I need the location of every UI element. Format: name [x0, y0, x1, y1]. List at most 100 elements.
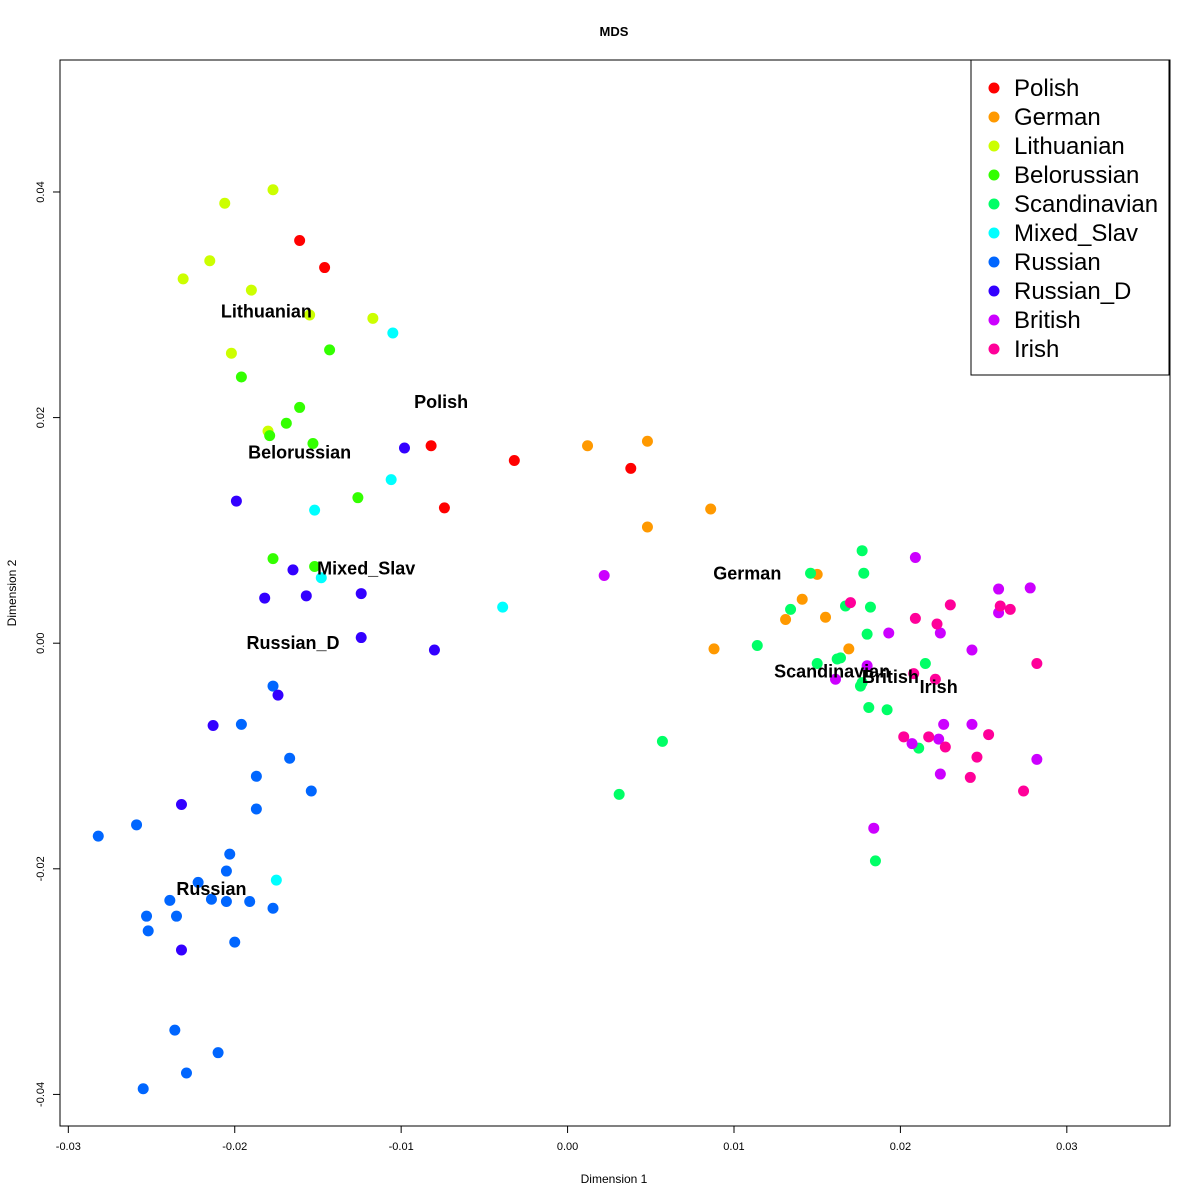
point-german: [843, 643, 855, 655]
legend-marker: [988, 198, 1000, 210]
point-russian-d: [398, 442, 410, 454]
x-tick-label: -0.01: [389, 1141, 414, 1153]
point-irish: [1004, 603, 1016, 615]
point-german: [641, 521, 653, 533]
point-irish: [929, 673, 941, 685]
point-irish: [844, 597, 856, 609]
point-german: [780, 614, 792, 626]
point-mixed-slav: [385, 474, 397, 486]
group-label-scandinavian: Scandinavian: [774, 661, 890, 681]
legend-entry-lithuanian: Lithuanian: [1014, 133, 1125, 160]
point-british: [993, 583, 1005, 595]
x-tick-label: -0.03: [56, 1141, 81, 1153]
point-irish: [1018, 785, 1030, 797]
point-lithuanian: [204, 255, 216, 267]
point-polish: [425, 440, 437, 452]
legend-marker: [988, 111, 1000, 123]
point-mixed-slav: [309, 504, 321, 516]
legend-marker: [988, 227, 1000, 239]
point-russian: [235, 718, 247, 730]
legend-entry-mixed-slav: Mixed_Slav: [1014, 220, 1138, 247]
legend-marker: [988, 82, 1000, 94]
point-russian-d: [175, 799, 187, 811]
point-german: [705, 503, 717, 515]
point-british: [934, 768, 946, 780]
point-british: [1031, 753, 1043, 765]
point-mixed-slav: [387, 327, 399, 339]
point-russian: [229, 936, 241, 948]
point-russian: [141, 910, 153, 922]
point-scandinavian: [856, 677, 868, 689]
point-scandinavian: [811, 658, 823, 670]
point-lithuanian: [219, 197, 231, 209]
data-points: [92, 184, 1043, 1095]
x-axis-label: Dimension 1: [581, 1172, 648, 1186]
point-mixed-slav: [270, 874, 282, 886]
point-british: [909, 551, 921, 563]
point-british: [830, 673, 842, 685]
point-russian: [142, 925, 154, 937]
point-polish: [319, 262, 331, 274]
point-russian: [137, 1083, 149, 1095]
point-british: [598, 570, 610, 582]
y-tick-label: 0.02: [35, 407, 47, 428]
legend-entry-russian-d: Russian_D: [1014, 278, 1131, 305]
point-russian-d: [259, 592, 271, 604]
point-irish: [983, 729, 995, 741]
point-scandinavian: [869, 855, 881, 867]
legend-entry-irish: Irish: [1014, 336, 1059, 363]
point-russian: [164, 894, 176, 906]
point-lithuanian: [367, 312, 379, 324]
point-lithuanian: [225, 347, 237, 359]
legend-entry-german: German: [1014, 104, 1101, 131]
point-scandinavian: [613, 788, 625, 800]
point-german: [582, 440, 594, 452]
plot-frame: [59, 59, 1171, 1127]
point-british: [966, 718, 978, 730]
point-polish: [438, 502, 450, 514]
point-irish: [1031, 658, 1043, 670]
point-german: [641, 435, 653, 447]
point-russian: [224, 848, 236, 860]
legend-entry-scandinavian: Scandinavian: [1014, 191, 1158, 218]
point-russian: [220, 865, 232, 877]
point-russian: [267, 680, 279, 692]
x-tick-label: -0.02: [222, 1141, 247, 1153]
x-tick-label: 0.00: [557, 1141, 578, 1153]
point-polish: [294, 234, 306, 246]
point-irish: [971, 751, 983, 763]
y-tick-label: 0.00: [35, 632, 47, 653]
group-label-mixed-slav: Mixed_Slav: [317, 559, 415, 579]
point-lithuanian: [177, 273, 189, 285]
point-russian: [212, 1047, 224, 1059]
point-mixed-slav: [497, 601, 509, 613]
point-british: [906, 738, 918, 750]
point-lithuanian: [245, 284, 257, 296]
group-label-russian-d: Russian_D: [246, 633, 339, 653]
legend-marker: [988, 169, 1000, 181]
point-scandinavian: [864, 601, 876, 613]
point-russian-d: [175, 944, 187, 956]
point-russian: [305, 785, 317, 797]
point-scandinavian: [751, 639, 763, 651]
legend-marker: [988, 343, 1000, 355]
point-scandinavian: [834, 652, 846, 664]
point-scandinavian: [919, 658, 931, 670]
group-label-lithuanian: Lithuanian: [221, 302, 312, 322]
point-belorussian: [307, 438, 319, 450]
x-tick-label: 0.01: [723, 1141, 744, 1153]
point-british: [883, 627, 895, 639]
point-russian: [205, 893, 217, 905]
point-scandinavian: [656, 735, 668, 747]
point-scandinavian: [863, 701, 875, 713]
y-tick-label: -0.02: [35, 856, 47, 881]
point-scandinavian: [785, 603, 797, 615]
point-german: [820, 611, 832, 623]
point-irish: [994, 600, 1006, 612]
group-labels: Polish German Lithuanian Belorussian Scandin…: [176, 302, 957, 900]
point-scandinavian: [858, 567, 870, 579]
y-tick-label: 0.04: [35, 181, 47, 202]
point-russian-d: [300, 590, 312, 602]
y-tick-label: -0.04: [35, 1082, 47, 1107]
